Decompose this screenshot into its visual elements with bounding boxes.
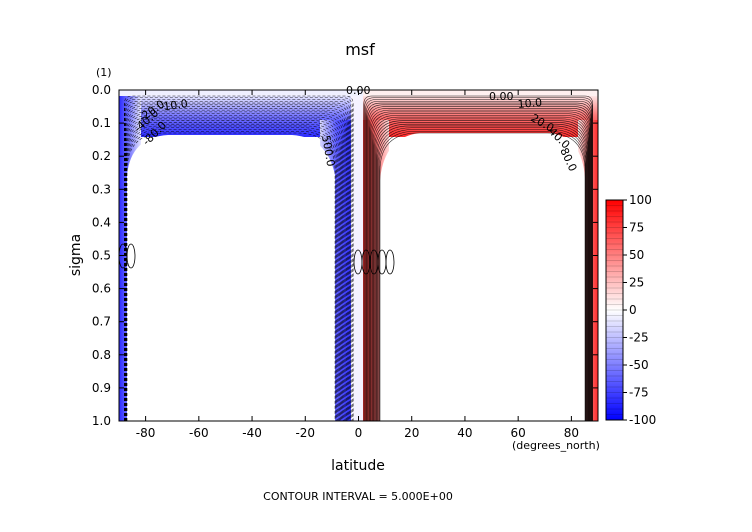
northern-cell-contour — [370, 111, 590, 421]
colorbar-tick-label: -100 — [629, 413, 656, 427]
contour-lines — [124, 95, 593, 421]
southern-cell-contour — [125, 113, 345, 421]
y-axis: 0.0 0.1 0.2 0.3 0.4 0.5 0.6 0.7 0.8 0.9 1.0 — [92, 83, 598, 428]
contour-interval-note: CONTOUR INTERVAL = 5.000E+00 — [263, 490, 453, 503]
northern-cell-contour — [373, 118, 589, 421]
x-tick-label: -20 — [295, 426, 315, 440]
southern-cell-contour — [125, 118, 343, 421]
colorbar-tick-label: 0 — [629, 303, 637, 317]
northern-cell-contour — [365, 99, 593, 421]
x-axis: -80 -60 -40 -20 0 20 40 60 80 — [136, 90, 579, 440]
southern-cell-contour — [124, 108, 348, 421]
northern-cell-contour — [367, 104, 592, 421]
southern-cell-contour — [126, 129, 338, 421]
southern-cell-contour — [124, 104, 350, 421]
northern-cell-contour — [375, 123, 588, 421]
colorbar-tick-label: 100 — [629, 193, 652, 207]
southern-cell-contour — [124, 99, 352, 421]
southern-cell-contour — [126, 130, 337, 421]
contour-label-neg10: -10.0 — [159, 97, 189, 114]
colorbar: -100 -75 -50 -25 0 25 50 75 100 — [605, 193, 656, 427]
x-tick-label: -80 — [136, 426, 156, 440]
colorbar-tick-label: -25 — [629, 331, 649, 345]
x-units-label: (degrees_north) — [512, 439, 600, 452]
northern-cell-contour — [366, 102, 592, 421]
southern-cell-top — [119, 95, 351, 137]
chart-title: msf — [345, 40, 375, 59]
y-tick-label: 0.1 — [92, 116, 111, 130]
northern-cell-contour — [376, 125, 587, 421]
x-tick-label: 80 — [564, 426, 579, 440]
y-tick-label: 0.2 — [92, 149, 111, 163]
northern-cell-contour — [378, 129, 587, 421]
southern-cell-interior — [127, 135, 335, 421]
contour-label-pos10: 10.0 — [517, 96, 543, 111]
northern-cell-contour — [374, 120, 588, 421]
equator-strip — [351, 90, 363, 421]
southern-cell-contour — [126, 132, 336, 421]
southern-cell-contour — [124, 101, 351, 421]
southern-cell-contour — [125, 116, 344, 421]
southern-cell-contour — [126, 125, 339, 421]
southern-cell-contour — [124, 97, 353, 421]
northern-cell-contour — [378, 130, 586, 421]
y-tick-label: 1.0 — [92, 414, 111, 428]
southern-cell-contour — [124, 95, 354, 421]
northern-cell-contour — [371, 113, 590, 421]
x-tick-label: 0 — [355, 426, 363, 440]
colorbar-ticks: -100 -75 -50 -25 0 25 50 75 100 — [623, 193, 656, 427]
colorbar-bands — [606, 199, 623, 421]
northern-cell-contour — [377, 127, 587, 421]
northern-cell-contour — [363, 95, 593, 421]
southern-cell-contour — [125, 122, 341, 421]
x-tick-label: 40 — [457, 426, 472, 440]
northern-cell-contour — [375, 122, 588, 421]
y-units-label: (1) — [96, 66, 112, 79]
colorbar-tick-label: -50 — [629, 358, 649, 372]
y-tick-label: 0.3 — [92, 182, 111, 196]
x-tick-label: -40 — [242, 426, 262, 440]
southern-cell-contour — [126, 123, 340, 421]
northern-cell-contour — [368, 106, 591, 421]
contour-label-500: 500.0 — [319, 134, 337, 167]
x-tick-label: 60 — [511, 426, 526, 440]
southern-cell-contour — [124, 102, 350, 421]
northern-cell-contour — [365, 101, 592, 421]
y-tick-label: 0.7 — [92, 315, 111, 329]
northern-cell-contour — [372, 116, 589, 421]
y-tick-label: 0.4 — [92, 215, 111, 229]
colorbar-tick-label: 75 — [629, 221, 644, 235]
x-tick-label: 20 — [404, 426, 419, 440]
southern-cell-contour — [125, 115, 344, 421]
northern-cell-contour — [369, 109, 591, 421]
southern-cell-contour — [125, 111, 346, 421]
y-tick-label: 0.9 — [92, 381, 111, 395]
northern-cell-interior — [380, 133, 585, 421]
y-tick-label: 0.5 — [92, 249, 111, 263]
southern-cell-contour — [126, 127, 338, 421]
colorbar-tick-label: 50 — [629, 248, 644, 262]
plot-area — [119, 90, 598, 421]
y-tick-label: 0.0 — [92, 83, 111, 97]
x-axis-label: latitude — [331, 458, 385, 474]
x-tick-label: -60 — [189, 426, 209, 440]
y-tick-label: 0.6 — [92, 282, 111, 296]
northern-cell-contour — [372, 115, 589, 421]
contour-label-cluster — [119, 243, 395, 275]
y-axis-label: sigma — [68, 234, 84, 276]
northern-cell-contour — [368, 108, 591, 421]
contour-label-zero-east: 0.00 — [489, 90, 514, 103]
northern-cell-contour — [379, 132, 586, 421]
colorbar-tick-label: -75 — [629, 386, 649, 400]
colorbar-tick-label: 25 — [629, 276, 644, 290]
y-tick-label: 0.8 — [92, 348, 111, 362]
northern-cell-contour — [364, 97, 593, 421]
southern-cell-contour — [125, 120, 342, 421]
